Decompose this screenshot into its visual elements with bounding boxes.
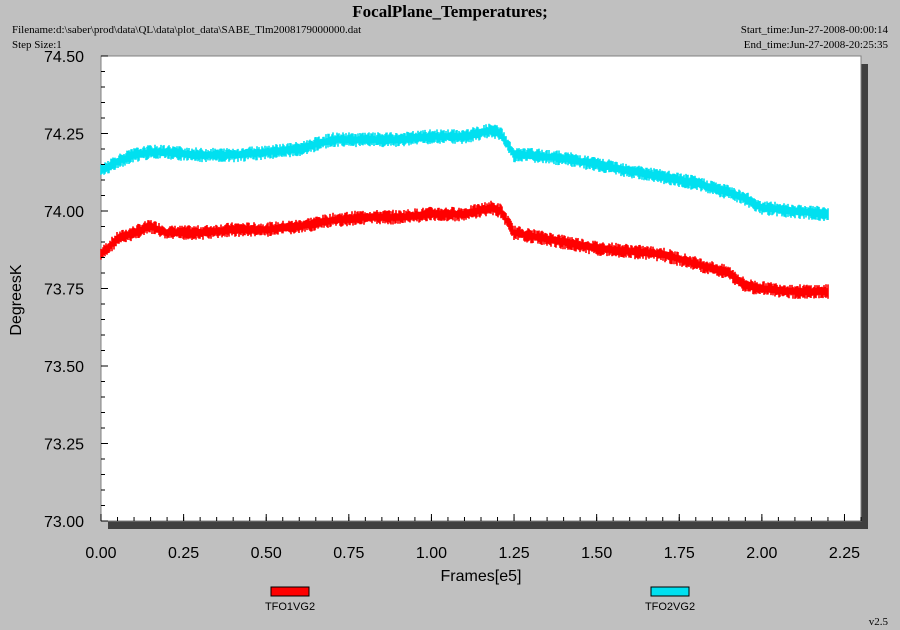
series-line (100, 123, 829, 221)
labels-layer: 73.00 73.25 73.50 73.75 74.00 74.25 74.50 0.00 0… (44, 49, 860, 562)
x-tick-label: 2.25 (829, 545, 860, 562)
series-line (100, 200, 829, 299)
x-tick-label: 1.00 (416, 545, 447, 562)
version-label: v2.5 (868, 616, 888, 628)
x-tick-label: 2.00 (746, 545, 777, 562)
x-tick-label: 0.25 (168, 545, 199, 562)
start-time-label: Start_time:Jun-27-2008-00:00:14 (740, 24, 888, 36)
x-tick-label: 1.50 (581, 545, 612, 562)
y-tick-label: 73.50 (44, 359, 84, 376)
step-size-label: Step Size:1 (12, 39, 62, 51)
filename-label: Filename:d:\saber\prod\data\QL\data\plot… (12, 24, 362, 36)
series-tfo1vg2 (100, 200, 829, 299)
y-tick-label: 74.50 (44, 49, 84, 66)
y-tick-label: 73.25 (44, 437, 84, 454)
legend-label-tfo1vg2: TFO1VG2 (265, 601, 315, 613)
y-tick-label: 73.75 (44, 282, 84, 299)
x-tick-label: 1.75 (664, 545, 695, 562)
x-tick-label: 1.25 (498, 545, 529, 562)
chart-title: FocalPlane_Temperatures; (352, 2, 548, 21)
y-tick-label: 74.25 (44, 127, 84, 144)
y-tick-label: 73.00 (44, 514, 84, 531)
x-tick-label: 0.75 (333, 545, 364, 562)
y-tick-label: 74.00 (44, 204, 84, 221)
legend-swatch-tfo1vg2 (270, 586, 310, 597)
series-tfo2vg2 (100, 123, 829, 221)
x-tick-label: 0.00 (85, 545, 116, 562)
series-layer (100, 123, 829, 299)
x-axis-label: Frames[e5] (441, 568, 522, 585)
legend-swatch-tfo2vg2 (650, 586, 690, 597)
end-time-label: End_time:Jun-27-2008-20:25:35 (743, 39, 888, 51)
legend-label-tfo2vg2: TFO2VG2 (645, 601, 695, 613)
legend: TFO1VG2 TFO2VG2 (265, 586, 695, 613)
ticks-layer (100, 55, 862, 522)
y-axis-label: DegreesK (8, 264, 25, 335)
x-tick-label: 0.50 (251, 545, 282, 562)
